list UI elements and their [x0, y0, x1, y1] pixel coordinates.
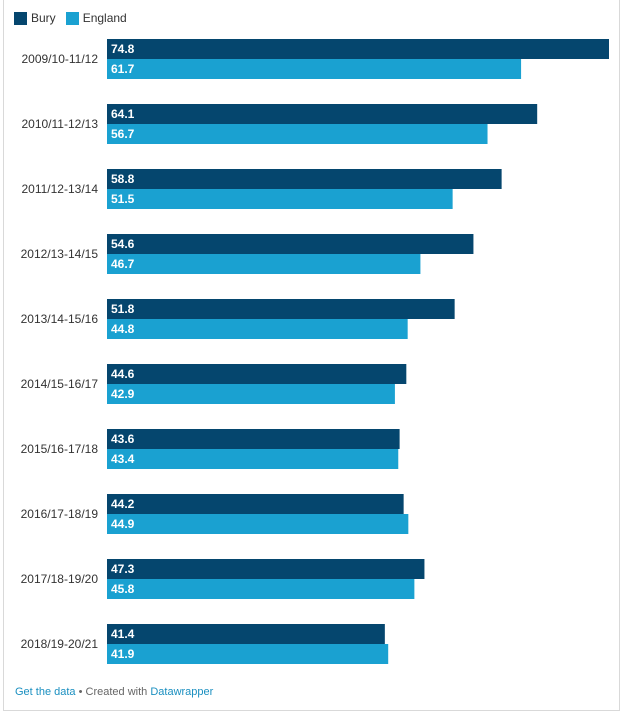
bar-value-label: 54.6 [111, 237, 135, 251]
legend-item-england: England [65, 11, 127, 25]
category-label: 2012/13-14/15 [21, 247, 99, 261]
bar-england [107, 449, 399, 469]
get-the-data-link[interactable]: Get the data [15, 686, 76, 698]
category-label: 2018/19-20/21 [21, 637, 99, 651]
bar-value-label: 45.8 [111, 582, 135, 596]
bar-england [107, 189, 453, 209]
legend-label-england: England [82, 11, 127, 25]
bar-value-label: 46.7 [111, 257, 135, 271]
bar-value-label: 44.2 [111, 497, 135, 511]
legend-label-bury: Bury [31, 11, 56, 25]
category-label: 2017/18-19/20 [21, 572, 99, 586]
category-label: 2013/14-15/16 [21, 312, 99, 326]
bar-england [107, 319, 408, 339]
bar-england [107, 59, 522, 79]
chart-footer: Get the data • Created with Datawrapper [15, 686, 213, 698]
bar-value-label: 42.9 [111, 387, 135, 401]
bar-bury [107, 104, 538, 124]
chart-legend: Bury England [14, 10, 127, 26]
bar-bury [107, 429, 400, 449]
bar-england [107, 254, 421, 274]
bar-value-label: 51.5 [111, 192, 135, 206]
bar-value-label: 64.1 [111, 107, 135, 121]
bar-value-label: 43.4 [111, 452, 135, 466]
bar-england [107, 644, 389, 664]
category-label: 2010/11-12/13 [21, 117, 98, 131]
footer-separator: • Created with [75, 686, 151, 698]
bar-value-label: 41.4 [111, 627, 135, 641]
bar-value-label: 41.9 [111, 647, 135, 661]
bar-bury [107, 39, 609, 59]
bar-bury [107, 234, 474, 254]
bar-bury [107, 559, 425, 579]
bar-bury [107, 299, 455, 319]
category-label: 2014/15-16/17 [21, 377, 99, 391]
category-label: 2011/12-13/14 [21, 182, 98, 196]
category-label: 2016/17-18/19 [21, 507, 99, 521]
bar-value-label: 56.7 [111, 127, 135, 141]
bar-value-label: 61.7 [111, 62, 135, 76]
bar-value-label: 51.8 [111, 302, 135, 316]
bar-chart: 2009/10-11/12 74.8 61.7 2010/11-12/13 64.1 56… [21, 39, 609, 664]
bar-value-label: 47.3 [111, 562, 135, 576]
bar-bury [107, 494, 404, 514]
bar-value-label: 74.8 [111, 42, 135, 56]
bar-value-label: 58.8 [111, 172, 135, 186]
bar-value-label: 44.6 [111, 367, 135, 381]
bar-value-label: 43.6 [111, 432, 135, 446]
category-label: 2009/10-11/12 [21, 52, 98, 66]
bar-bury [107, 624, 385, 644]
legend-swatch-bury [14, 11, 27, 25]
category-label: 2015/16-17/18 [21, 442, 99, 456]
datawrapper-link[interactable]: Datawrapper [150, 686, 214, 698]
bar-bury [107, 169, 502, 189]
bar-england [107, 579, 415, 599]
bar-england [107, 124, 488, 144]
bar-value-label: 44.9 [111, 517, 135, 531]
bar-bury [107, 364, 407, 384]
legend-item-bury: Bury [14, 11, 56, 25]
bar-england [107, 384, 395, 404]
legend-swatch-england [65, 11, 79, 25]
bar-value-label: 44.8 [111, 322, 135, 336]
bar-england [107, 514, 409, 534]
chart-frame [3, 0, 620, 711]
